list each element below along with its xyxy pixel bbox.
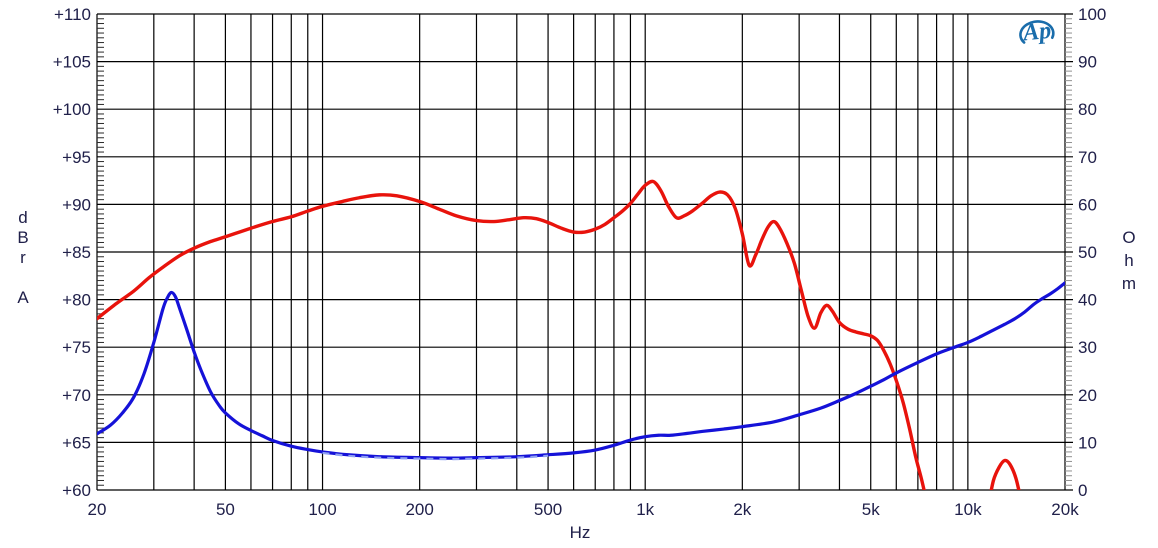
curve-path (97, 281, 1065, 460)
x-tick-label: 50 (216, 500, 235, 519)
y-right-tick-label: 100 (1078, 5, 1106, 24)
y-left-tick-label: +85 (62, 243, 91, 262)
x-tick-label: 10k (954, 500, 982, 519)
x-tick-label: 20 (88, 500, 107, 519)
y-left-tick-label: +75 (62, 338, 91, 357)
right-axis-title-ohm: O h m (1121, 228, 1137, 293)
ap-logo: Ap (1019, 18, 1055, 47)
x-tick-label: 100 (308, 500, 336, 519)
y-left-tick-label: +60 (62, 481, 91, 500)
response-curve (97, 179, 1021, 490)
y-right-minor-ticks (1065, 18, 1072, 486)
y-right-tick-label: 90 (1078, 53, 1097, 72)
x-tick-label: 20k (1051, 500, 1079, 519)
x-axis-unit-label: Hz (569, 523, 591, 542)
y-left-tick-label: +80 (62, 291, 91, 310)
y-left-tick-label: +100 (53, 100, 91, 119)
x-tick-label: 500 (534, 500, 562, 519)
y-right-tick-label: 70 (1078, 148, 1097, 167)
y-right-tick-label: 80 (1078, 100, 1097, 119)
y-left-tick-label: +95 (62, 148, 91, 167)
ap-logo-swoosh (1019, 20, 1055, 44)
y-left-tick-label: +110 (54, 5, 91, 24)
y-right-tick-label: 0 (1078, 481, 1087, 500)
y-left-tick-labels: +60 +65 +70 +75 +80 +85 +90 +95 +100 +105 +110 (53, 5, 91, 500)
y-right-tick-label: 30 (1078, 338, 1097, 357)
x-tick-label: 200 (405, 500, 433, 519)
x-tick-labels: 20 50 100 200 500 1k 2k 5k 10k 20k (88, 500, 1080, 519)
y-right-tick-label: 60 (1078, 195, 1097, 214)
y-right-tick-label: 50 (1078, 243, 1097, 262)
y-left-minor-ticks (97, 18, 104, 486)
ap-logo-text: Ap (1020, 18, 1053, 47)
y-left-tick-label: +65 (62, 433, 91, 452)
y-right-tick-label: 40 (1078, 291, 1097, 310)
x-tick-label: 5k (862, 500, 880, 519)
y-left-tick-label: +90 (62, 195, 91, 214)
impedance-curve (97, 281, 1065, 461)
left-axis-title-dbr-a: d B r A (17, 208, 29, 307)
grid (96, 13, 1073, 491)
x-tick-label: 1k (636, 500, 654, 519)
x-tick-label: 2k (733, 500, 751, 519)
y-left-tick-label: +105 (53, 53, 91, 72)
impedance-curve-dashed-overlay (322, 451, 549, 461)
y-left-tick-label: +70 (62, 386, 91, 405)
y-right-tick-label: 20 (1078, 386, 1097, 405)
curve-path (97, 179, 926, 490)
curve-path (989, 458, 1021, 490)
y-right-tick-labels: 0 10 20 30 40 50 60 70 80 90 100 (1078, 5, 1106, 500)
y-right-tick-label: 10 (1078, 433, 1097, 452)
